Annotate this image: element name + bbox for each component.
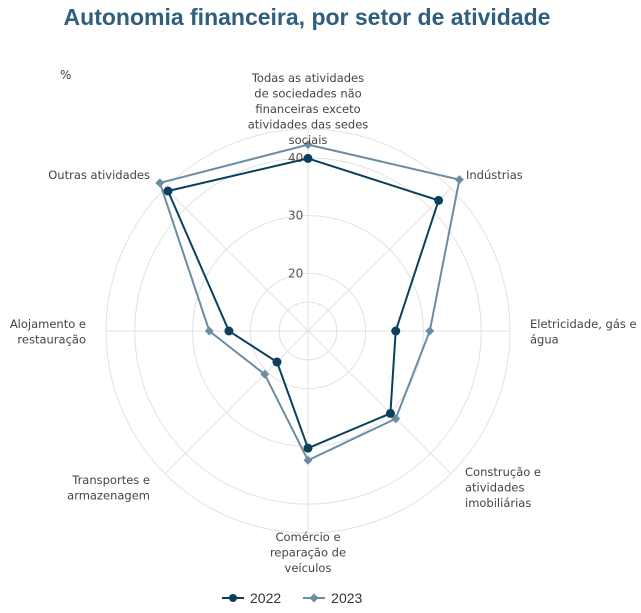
category-label-5: Transportes e armazenagem xyxy=(67,473,150,503)
point-2022-1 xyxy=(434,195,444,205)
legend-item-2023[interactable]: 2023 xyxy=(303,590,362,606)
point-2023-6 xyxy=(204,326,214,336)
r-tick-label-30: 30 xyxy=(288,209,303,223)
point-2023-5 xyxy=(260,369,270,379)
legend-item-2022[interactable]: 2022 xyxy=(222,590,281,606)
chart-title: Autonomia financeira, por setor de ativi… xyxy=(63,4,551,30)
grid-spoke-7 xyxy=(164,187,309,332)
legend-label-2023: 2023 xyxy=(331,590,363,606)
category-label-3: Construção e atividades imobiliárias xyxy=(465,465,541,510)
point-2022-4 xyxy=(303,443,313,453)
legend-marker-2023 xyxy=(303,593,326,603)
point-2022-2 xyxy=(391,326,401,336)
legend-marker-2022 xyxy=(222,594,244,602)
grid-spoke-3 xyxy=(307,330,452,475)
point-2023-4 xyxy=(303,455,313,465)
category-label-6: Alojamento e restauração xyxy=(10,317,86,347)
point-2023-7 xyxy=(155,178,165,188)
point-2022-3 xyxy=(385,408,395,418)
point-2023-1 xyxy=(454,175,464,185)
point-2022-6 xyxy=(224,326,234,336)
point-2022-7 xyxy=(163,186,173,196)
grid-spoke-5 xyxy=(164,330,309,475)
r-tick-label-20: 20 xyxy=(288,266,303,280)
unit-label: % xyxy=(60,68,72,82)
category-label-1: Indústrias xyxy=(466,168,523,182)
series-line-2022 xyxy=(166,157,440,450)
category-label-4: Comércio e reparação de veículos xyxy=(270,530,346,575)
point-2022-0 xyxy=(303,153,313,163)
category-label-0: Todas as atividades de sociedades não fina… xyxy=(248,71,369,147)
category-label-7: Outras atividades xyxy=(48,168,150,182)
legend: 2022 2023 xyxy=(222,590,362,606)
category-label-2: Eletricidade, gás e água xyxy=(530,317,637,347)
point-2023-2 xyxy=(425,326,435,336)
legend-label-2022: 2022 xyxy=(250,590,282,606)
grid-spoke-1 xyxy=(307,187,452,332)
point-2022-5 xyxy=(272,357,282,367)
point-2023-0 xyxy=(303,140,313,150)
